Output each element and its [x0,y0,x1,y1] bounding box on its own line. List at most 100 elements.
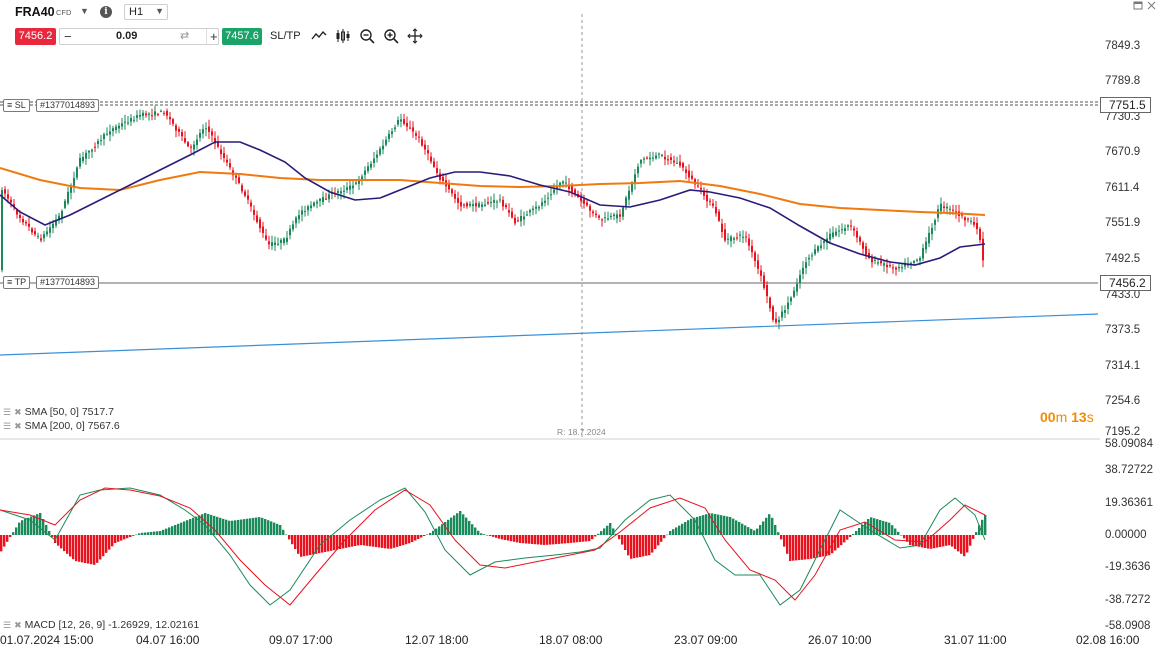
macd-bar [168,527,171,535]
macd-bar [285,534,288,536]
volume-value[interactable]: 0.09 [116,30,138,42]
macd-bar [672,529,675,535]
list-icon[interactable]: ☰ [3,620,12,630]
line-chart-icon[interactable] [310,27,328,45]
candle-body [649,157,651,160]
macd-bar [111,535,114,547]
macd-bar [888,522,891,535]
macd-legend-text: MACD [12, 26, 9] -1.26929, 12.02161 [24,619,200,631]
macd-bar [204,513,207,535]
time-tick: 04.07 16:00 [136,633,200,647]
candle-body [607,218,609,220]
candle-body [850,225,852,227]
symbol-dropdown-icon[interactable]: ▼ [80,6,89,16]
macd-bar [801,535,804,560]
candle-body [217,141,219,147]
price-tick: 7492.5 [1105,253,1141,265]
candle-body [610,215,612,217]
macd-bar [732,518,735,535]
candle-body [523,216,525,220]
macd-legend[interactable]: ☰ ✖ MACD [12, 26, 9] -1.26929, 12.02161 [3,619,199,631]
zoom-in-icon[interactable] [382,27,400,45]
candle-body [49,227,51,233]
tp-order-tag[interactable]: #1377014893 [36,276,100,289]
candle-body [952,209,954,211]
macd-bar [687,520,690,535]
candle-body [295,217,297,224]
macd-bar [468,520,471,535]
close-icon[interactable]: ✖ [14,407,22,417]
macd-bar [537,535,540,545]
sl-tag[interactable]: ≡ SL [3,99,30,112]
close-icon[interactable]: ✖ [14,421,22,431]
sl-order-tag[interactable]: #1377014893 [36,99,100,112]
candle-body [79,158,81,167]
timeframe-value: H1 [129,6,144,18]
list-icon[interactable]: ☰ [3,407,12,417]
zoom-out-icon[interactable] [358,27,376,45]
time-tick: 09.07 17:00 [269,633,333,647]
info-icon[interactable]: i [100,6,112,18]
timer-minutes-unit: m [1055,409,1068,425]
candle-body [913,261,915,263]
candle-body [571,186,573,193]
candle-body [781,311,783,318]
crosshair-icon[interactable] [406,27,424,45]
macd-bar [156,531,159,535]
time-tick: 31.07 11:00 [944,633,1007,647]
candle-body [652,157,654,159]
close-icon[interactable]: ✖ [14,620,22,630]
symbol-name[interactable]: FRA40 [15,5,55,19]
buy-button[interactable]: 7457.6 [222,28,262,45]
candle-body [643,158,645,160]
macd-bar [225,519,228,535]
candle-body [76,167,78,178]
macd-bar [861,525,864,535]
macd-bar [309,535,312,555]
trend-line[interactable] [0,313,1099,356]
candle-body [31,228,33,233]
swap-icon[interactable]: ⇄ [180,30,190,42]
candle-body [601,219,603,221]
increase-volume-button[interactable]: + [206,29,218,44]
macd-bar [102,535,105,557]
close-icon[interactable] [1147,1,1156,10]
candle-body [619,214,621,217]
sltp-button[interactable]: SL/TP [270,30,301,42]
macd-bar [663,535,666,539]
candle-body [220,149,222,155]
candle-body [226,159,228,163]
macd-bar [918,535,921,547]
volume-stepper[interactable]: − 0.09 ⇄ + [59,28,219,45]
list-icon[interactable]: ☰ [3,421,12,431]
candle-body [676,162,678,164]
sma200-legend[interactable]: ☰ ✖ SMA [200, 0] 7567.6 [3,420,120,432]
macd-bar [72,535,75,560]
sl-price-label[interactable]: 7751.5 [1100,97,1151,113]
sma50-legend[interactable]: ☰ ✖ SMA [50, 0] 7517.7 [3,406,114,418]
macd-bar [267,520,270,535]
macd-bar [900,535,903,536]
macd-bar [261,517,264,535]
decrease-volume-button[interactable]: − [64,29,72,44]
candle-body [556,185,558,189]
candle-body [811,255,813,257]
macd-bar [747,527,750,535]
macd-bar [387,535,390,549]
candle-body [814,249,816,255]
timeframe-select[interactable]: H1 ▼ [124,4,168,20]
candle-body [853,228,855,231]
macd-bar [711,513,714,535]
candle-body [175,125,177,131]
sell-button[interactable]: 7456.2 [15,28,56,45]
macd-bar [501,535,504,540]
macd-bar [396,535,399,547]
candle-body [694,179,696,185]
candle-body [109,131,111,135]
candle-body [670,157,672,160]
candle-chart-icon[interactable] [334,27,352,45]
macd-bar [651,535,654,553]
macd-bar [825,535,828,556]
tp-tag[interactable]: ≡ TP [3,276,31,289]
